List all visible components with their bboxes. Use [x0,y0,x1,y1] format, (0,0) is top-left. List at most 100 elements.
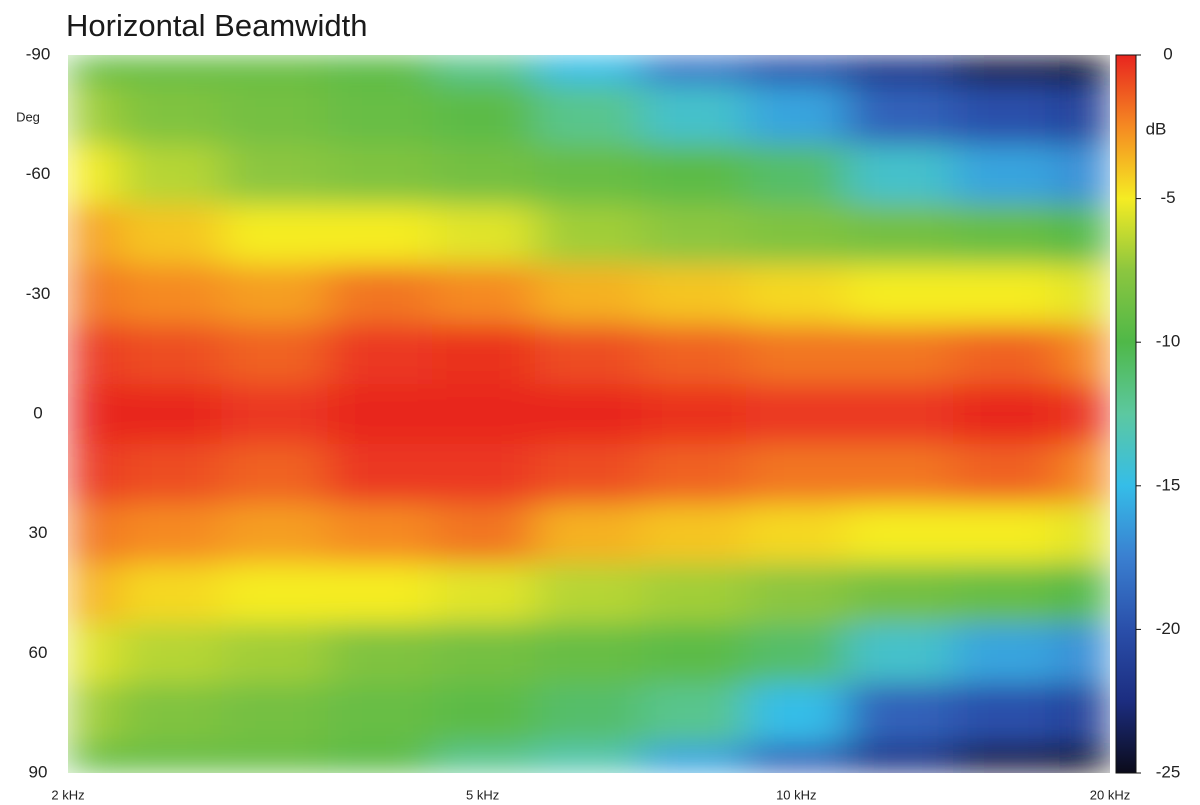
heatmap-cell [432,563,536,624]
heatmap-cell [327,144,433,206]
heatmap-cell [327,384,433,445]
colorbar-tick-label: -5 [1160,188,1175,207]
heatmap-cell [846,743,954,773]
heatmap-cell [846,443,954,505]
heatmap-cell [745,443,848,505]
heatmap-cell [327,623,433,684]
heatmap-cell [327,84,433,146]
heatmap-cell [68,683,119,744]
heatmap-cell [745,683,848,744]
heatmap-cell [846,503,954,565]
heatmap-cell [534,563,642,624]
heatmap-cell [221,623,329,684]
heatmap-cell [68,264,119,325]
heatmap-cell [534,84,642,146]
heatmap-cell [745,384,848,445]
heatmap-cell [68,743,119,773]
heatmap-cell [327,264,433,325]
heatmap-cell [432,743,536,773]
heatmap-cell [953,204,1061,265]
heatmap-cell [641,384,747,445]
heatmap-cell [1059,144,1110,206]
heatmap-cell [327,503,433,565]
heatmap-cell [118,264,222,325]
x-tick-label: 20 kHz [1090,787,1130,802]
heatmap-cell [221,84,329,146]
heatmap-cell [641,144,747,206]
heatmap-cell [68,84,119,146]
y-axis-label: Deg [16,109,40,124]
heatmap-cell [118,84,222,146]
heatmap-cell [745,743,848,773]
heatmap-cell [641,443,747,505]
heatmap-cell [327,563,433,624]
heatmap-cell [432,623,536,684]
heatmap-cell [641,563,747,624]
heatmap-cell [68,623,119,684]
heatmap-cell [221,683,329,744]
heatmap-cell [221,384,329,445]
heatmap-cell [534,55,642,86]
heatmap-cell [641,55,747,86]
heatmap-cell [846,324,954,385]
y-tick-label: 30 [29,523,48,542]
heatmap-cell [953,384,1061,445]
heatmap-cell [221,324,329,385]
heatmap-cell [745,144,848,206]
heatmap-cell [1059,503,1110,565]
heatmap-cell [432,683,536,744]
heatmap [68,55,1110,773]
heatmap-cell [534,204,642,265]
heatmap-cell [745,204,848,265]
heatmap-cell [641,743,747,773]
heatmap-cell [846,384,954,445]
heatmap-cell [68,563,119,624]
colorbar-tick-label: -20 [1156,619,1181,638]
heatmap-cell [745,55,848,86]
heatmap-cell [953,264,1061,325]
heatmap-cell [432,55,536,86]
heatmap-cell [432,384,536,445]
heatmap-cell [953,683,1061,744]
heatmap-cell [953,563,1061,624]
heatmap-cell [68,443,119,505]
heatmap-cell [118,503,222,565]
heatmap-cell [953,324,1061,385]
heatmap-cell [534,264,642,325]
heatmap-cell [327,324,433,385]
heatmap-cell [641,623,747,684]
heatmap-cell [118,144,222,206]
heatmap-cell [432,443,536,505]
heatmap-cell [221,204,329,265]
heatmap-cell [1059,683,1110,744]
heatmap-cell [641,503,747,565]
heatmap-cell [1059,384,1110,445]
heatmap-cell [534,384,642,445]
heatmap-cell [327,204,433,265]
heatmap-cell [118,443,222,505]
heatmap-cell [534,324,642,385]
heatmap-cell [953,144,1061,206]
heatmap-cell [118,563,222,624]
heatmap-cell [641,84,747,146]
heatmap-cell [641,204,747,265]
heatmap-cell [534,623,642,684]
heatmap-cell [68,55,119,86]
heatmap-cell [534,503,642,565]
heatmap-cell [432,324,536,385]
heatmap-cell [221,443,329,505]
heatmap-cell [68,144,119,206]
heatmap-cell [953,623,1061,684]
heatmap-cell [641,264,747,325]
heatmap-cell [846,84,954,146]
heatmap-cell [846,623,954,684]
heatmap-cell [745,264,848,325]
heatmap-cell [221,144,329,206]
heatmap-cell [846,264,954,325]
colorbar-tick-label: -15 [1156,475,1181,494]
heatmap-cell [118,204,222,265]
heatmap-cell [534,144,642,206]
heatmap-cell [68,384,119,445]
y-tick-label: 60 [29,643,48,662]
